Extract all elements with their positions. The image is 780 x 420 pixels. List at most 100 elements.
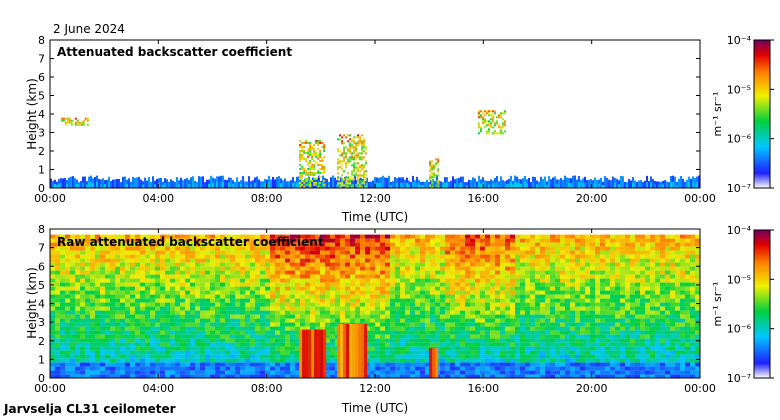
aerosol-column — [392, 181, 394, 188]
raw-pixel — [220, 330, 225, 335]
raw-pixel — [580, 334, 585, 339]
raw-pixel — [225, 346, 230, 351]
raw-pixel — [555, 294, 560, 299]
raw-pixel — [410, 354, 415, 359]
raw-pixel — [425, 310, 430, 315]
raw-pixel — [265, 302, 270, 307]
aerosol-column — [76, 183, 78, 188]
raw-pixel — [355, 314, 360, 319]
cloud-pixel — [341, 184, 344, 187]
cloud-pixel — [301, 183, 304, 186]
raw-pixel — [155, 278, 160, 283]
raw-pixel — [305, 306, 310, 311]
raw-pixel — [470, 322, 475, 327]
raw-pixel — [380, 350, 385, 355]
cloud-pixel — [355, 174, 358, 177]
raw-pixel — [330, 274, 335, 279]
raw-pixel — [280, 306, 285, 311]
raw-pixel — [540, 250, 545, 255]
raw-pixel — [290, 294, 295, 299]
raw-pixel — [90, 322, 95, 327]
raw-pixel — [395, 322, 400, 327]
raw-pixel — [540, 362, 545, 367]
raw-pixel — [460, 326, 465, 331]
raw-pixel — [425, 354, 430, 359]
raw-pixel — [530, 346, 535, 351]
raw-pixel — [565, 234, 570, 239]
raw-pixel — [570, 246, 575, 251]
raw-pixel — [265, 290, 270, 295]
raw-pixel — [165, 258, 170, 263]
raw-pixel — [415, 238, 420, 243]
raw-pixel — [65, 266, 70, 271]
raw-pixel — [475, 370, 480, 375]
raw-pixel — [165, 322, 170, 327]
raw-pixel — [60, 286, 65, 291]
raw-pixel — [105, 362, 110, 367]
raw-pixel — [460, 266, 465, 271]
raw-pixel — [385, 290, 390, 295]
raw-pixel — [85, 298, 90, 303]
raw-pixel — [160, 266, 165, 271]
raw-pixel — [120, 254, 125, 259]
cloud-pixel — [351, 158, 354, 161]
cloud-pixel — [355, 142, 358, 145]
raw-pixel — [105, 298, 110, 303]
raw-pixel — [270, 254, 275, 259]
raw-pixel — [440, 234, 445, 239]
cloud-pixel — [497, 126, 500, 129]
raw-pixel — [355, 302, 360, 307]
raw-pixel — [360, 314, 365, 319]
raw-pixel — [310, 258, 315, 263]
raw-pixel — [65, 282, 70, 287]
raw-pixel — [465, 362, 470, 367]
raw-pixel — [520, 322, 525, 327]
raw-pixel — [280, 350, 285, 355]
raw-pixel — [275, 338, 280, 343]
raw-pixel — [115, 286, 120, 291]
cloud-pixel — [339, 138, 342, 141]
cloud-pixel — [491, 132, 494, 135]
cloud-pixel — [347, 134, 350, 137]
cloud-pixel — [477, 124, 480, 127]
aerosol-column — [554, 176, 556, 188]
raw-pixel — [310, 298, 315, 303]
raw-pixel — [185, 358, 190, 363]
raw-pixel — [100, 334, 105, 339]
raw-pixel — [170, 282, 175, 287]
raw-pixel — [520, 362, 525, 367]
raw-pixel — [460, 262, 465, 267]
raw-pixel — [70, 282, 75, 287]
raw-pixel — [225, 258, 230, 263]
raw-pixel — [475, 238, 480, 243]
raw-pixel — [155, 250, 160, 255]
raw-pixel — [140, 374, 145, 378]
raw-pixel — [560, 330, 565, 335]
raw-pixel — [410, 366, 415, 371]
aerosol-column — [268, 181, 270, 188]
aerosol-column — [90, 181, 92, 188]
raw-pixel — [420, 270, 425, 275]
raw-pixel — [590, 314, 595, 319]
raw-pixel — [185, 338, 190, 343]
raw-pixel — [220, 278, 225, 283]
aerosol-column — [234, 181, 236, 188]
raw-pixel — [555, 278, 560, 283]
cloud-pixel — [485, 112, 488, 115]
raw-pixel — [500, 290, 505, 295]
aerosol-column — [272, 176, 274, 188]
raw-pixel — [415, 358, 420, 363]
aerosol-column — [656, 181, 658, 188]
raw-pixel — [385, 294, 390, 299]
raw-pixel — [405, 350, 410, 355]
raw-pixel — [245, 314, 250, 319]
raw-pixel — [105, 258, 110, 263]
raw-pixel — [580, 318, 585, 323]
raw-pixel — [490, 286, 495, 291]
raw-pixel — [250, 298, 255, 303]
raw-pixel — [480, 350, 485, 355]
raw-pixel — [295, 370, 300, 375]
raw-pixel — [590, 254, 595, 259]
raw-pixel — [330, 370, 335, 375]
raw-pixel — [255, 270, 260, 275]
